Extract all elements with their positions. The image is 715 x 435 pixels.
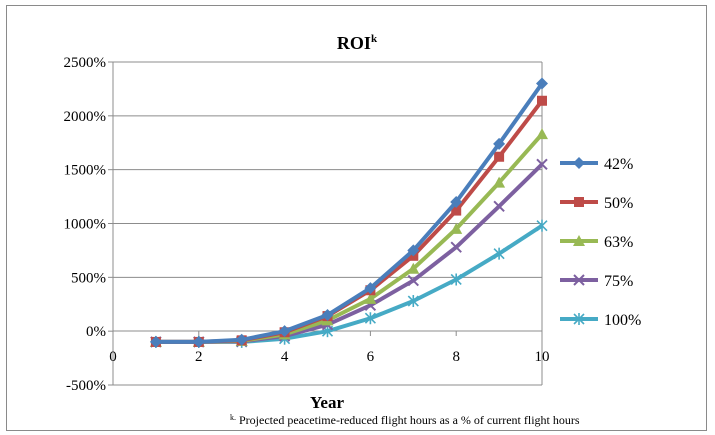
- legend-label: 50%: [604, 195, 633, 212]
- y-tick-label: 2000%: [64, 109, 107, 125]
- series-line: [156, 164, 542, 342]
- legend-marker: [574, 197, 584, 207]
- legend-item: 42%: [560, 156, 633, 173]
- y-tick-label: 2500%: [64, 55, 107, 71]
- data-point: [494, 201, 504, 211]
- legend-marker: [573, 157, 585, 169]
- footnote-text: Projected peacetime-reduced flight hours…: [239, 413, 580, 427]
- x-tick-label: 2: [195, 349, 203, 365]
- chart-title-text: ROI: [337, 33, 371, 53]
- series-75%: [151, 159, 547, 347]
- x-tick-label: 0: [109, 349, 117, 365]
- series-line: [156, 84, 542, 342]
- legend-item: 75%: [560, 273, 633, 290]
- series-42%: [150, 78, 548, 348]
- chart-title: ROIk: [337, 33, 378, 53]
- legend-label: 100%: [604, 312, 641, 329]
- footnote: k. Projected peacetime-reduced flight hou…: [230, 413, 580, 428]
- tick-labels: -500% 0% 500% 1000% 1500% 2000% 2500% 0 2 4 6 8 10: [64, 55, 550, 394]
- x-tick-label: 10: [535, 349, 550, 365]
- legend-item: 100%: [560, 312, 641, 329]
- legend-label: 75%: [604, 273, 633, 290]
- y-tick-label: 500%: [71, 270, 106, 286]
- y-tick-label: -500%: [66, 378, 106, 394]
- data-point: [451, 242, 461, 252]
- legend-item: 63%: [560, 234, 633, 251]
- y-tick-label: 1000%: [64, 217, 107, 233]
- x-axis-label: Year: [310, 393, 344, 412]
- data-point: [537, 96, 547, 106]
- series-line: [156, 226, 542, 342]
- legend-item: 50%: [560, 195, 633, 212]
- footnote-marker: k.: [230, 413, 236, 422]
- chart-title-superscript: k: [371, 33, 378, 45]
- legend-label: 42%: [604, 156, 633, 173]
- y-tick-label: 0%: [86, 324, 106, 340]
- legend: 42% 50% 63% 75% 100%: [560, 156, 641, 329]
- series-100%: [151, 220, 547, 348]
- data-point: [536, 128, 548, 139]
- y-tick-label: 1500%: [64, 163, 107, 179]
- legend-label: 63%: [604, 234, 633, 251]
- x-tick-label: 8: [452, 349, 460, 365]
- series-group: [150, 78, 548, 348]
- x-tick-label: 4: [281, 349, 289, 365]
- data-point: [494, 152, 504, 162]
- x-tick-label: 6: [367, 349, 375, 365]
